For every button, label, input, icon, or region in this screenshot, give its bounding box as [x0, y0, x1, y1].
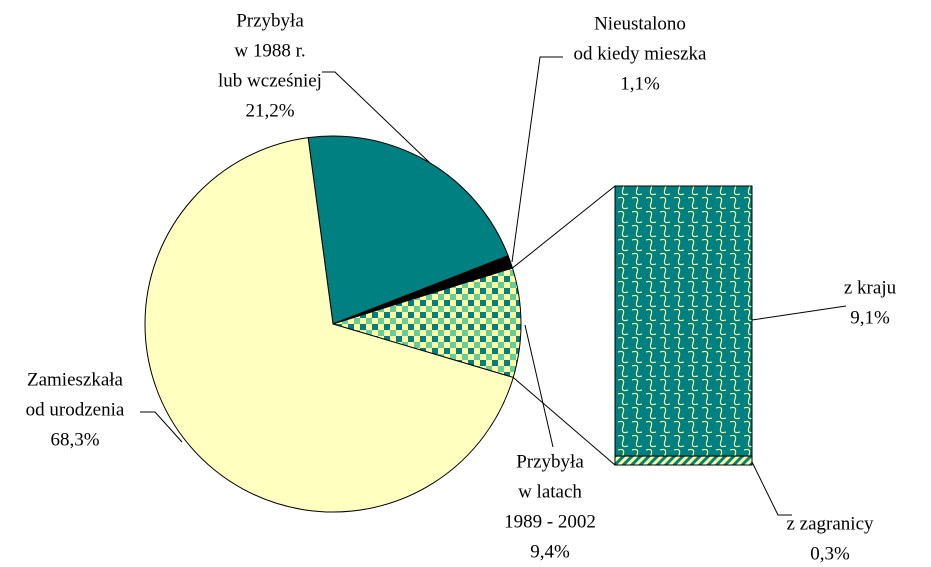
slice-label: lub wcześniej	[218, 70, 322, 91]
slice-label: w 1988 r.	[234, 40, 305, 61]
value-label: 21,2%	[245, 100, 294, 121]
leader-line	[751, 461, 792, 516]
slice-label: Przybyła	[236, 10, 304, 31]
connector	[512, 377, 616, 466]
slice-label: Nieustalono	[594, 13, 686, 34]
value-label: 0,3%	[810, 543, 850, 564]
pie-slice	[144, 137, 514, 513]
slice-label: od urodzenia	[26, 399, 125, 420]
value-label: 9,1%	[850, 307, 890, 328]
value-label: 9,4%	[530, 541, 570, 562]
leader-line	[322, 71, 431, 164]
pie-slice	[331, 267, 522, 379]
bar-label: z zagranicy	[786, 513, 874, 534]
leader-line	[511, 56, 563, 263]
slice-label: 1989 - 2002	[504, 511, 596, 532]
bar-label: z kraju	[844, 277, 897, 298]
bar-segment	[614, 185, 753, 457]
slice-label: Zamieszkała	[27, 369, 124, 390]
leader-line	[751, 305, 847, 321]
value-label: 68,3%	[50, 429, 99, 450]
slice-label: Przybyła	[516, 451, 584, 472]
slice-label: w latach	[518, 481, 582, 502]
leader-line	[140, 411, 183, 443]
connector	[512, 185, 616, 269]
leader-line	[524, 324, 554, 448]
value-label: 1,1%	[620, 73, 660, 94]
bar-segment	[614, 455, 753, 466]
slice-label: od kiedy mieszka	[574, 43, 708, 64]
